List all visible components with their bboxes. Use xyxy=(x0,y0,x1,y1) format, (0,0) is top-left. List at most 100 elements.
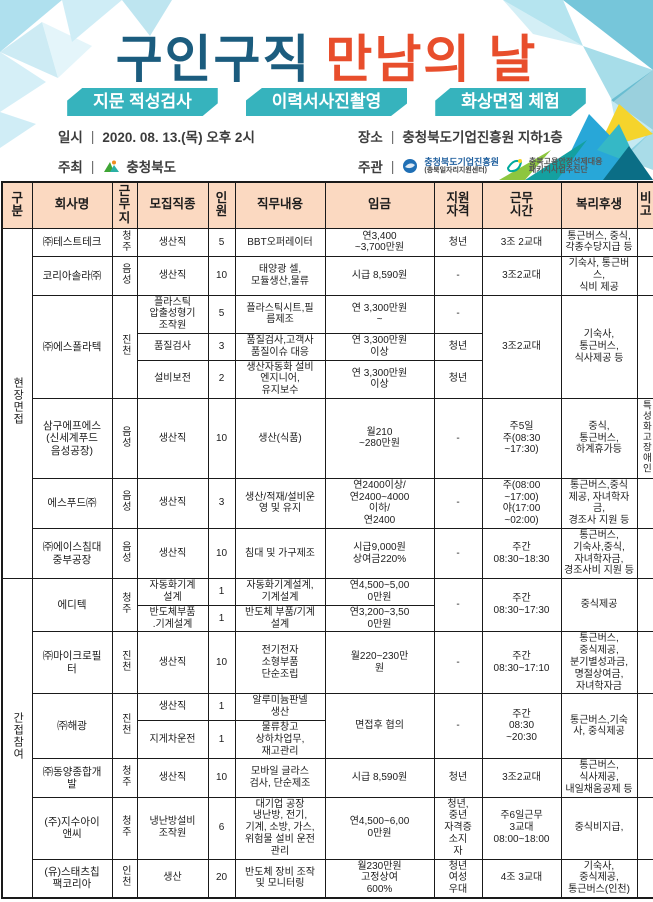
table-cell: 10 xyxy=(207,527,236,580)
table-cell: 청년 xyxy=(433,359,483,400)
table-cell: 시급9,000원 상여금220% xyxy=(324,527,435,580)
table-cell: - xyxy=(433,631,483,695)
table-cell: 1 xyxy=(207,719,236,760)
table-cell: 주간 08:30~17:10 xyxy=(481,631,562,695)
enterprise-agency-logo-icon xyxy=(403,159,418,173)
organizer2-line2: 패키지사업추진단 xyxy=(528,165,588,174)
date-label: 일시 xyxy=(58,130,83,145)
table-cell xyxy=(636,477,653,529)
table-cell: 생산직 xyxy=(136,693,209,721)
place-value: 충청북도기업진흥원 지하1층 xyxy=(402,130,563,145)
table-cell: (유)스태츠칩 팩코리아 xyxy=(31,858,113,899)
table-cell: 청년 여성 우대 xyxy=(433,858,483,899)
table-row: ㈜마이크로필 터 진천 생산직 10 전기전자 소형부품 단순조립 월220~230만 원… xyxy=(2,631,653,695)
table-cell: 통근버스, 중식제공, 분기별성과금, 명절상여금, 자녀학자금 xyxy=(560,631,638,695)
table-cell xyxy=(636,693,653,760)
table-cell: 월210 ~280만원 xyxy=(324,398,435,479)
table-cell: 연3,200~3,50 0만원 xyxy=(324,604,435,633)
table-cell: 5 xyxy=(207,294,236,335)
separator: | xyxy=(390,158,395,174)
table-cell: 진천 xyxy=(111,631,138,695)
table-cell: - xyxy=(433,256,483,296)
table-cell: 주5일 주(08:30 ~17:30) xyxy=(481,398,562,479)
table-cell: 반도체부품 .기계설계 xyxy=(136,604,209,633)
table-cell: 자동화기계 설계 xyxy=(136,578,209,606)
table-cell: ㈜해광 xyxy=(31,693,113,760)
table-cell: 기숙사, 통근버스, 식사제공 등 xyxy=(560,294,638,400)
place-label: 장소 xyxy=(358,130,383,145)
table-cell xyxy=(636,796,653,860)
table-cell: 특성화고장애인 xyxy=(636,398,653,479)
table-cell: 생산직 xyxy=(136,398,209,479)
table-cell: 주6일근무 3교대 08:00~18:00 xyxy=(481,796,562,860)
table-header-row: 구 분 회사명 근 무 지 모집직종 인 원 직무내용 임금 지원 자격 근무 시간 복리후생 비 … xyxy=(1,181,653,229)
table-row: 삼구에프에스 (신세계푸드 음성공장) 음성 생산직 10 생산(식품) 월210 ~28… xyxy=(2,398,653,479)
table-cell: 통근버스, 식사제공, 내일채움공제 등 xyxy=(560,758,638,798)
table-cell: 품질검사,고객사 품질이슈 대응 xyxy=(234,333,326,361)
column-header-1: 회사명 xyxy=(31,181,113,229)
table-cell: 음성 xyxy=(111,398,138,479)
organizer1-sub: (충북일자리지원센터) xyxy=(424,167,487,175)
event-info: 일시 | 2020. 08. 13.(목) 오후 2시 장소 | 충청북도기업진흥원… xyxy=(58,126,618,176)
event-date: 일시 | 2020. 08. 13.(목) 오후 2시 xyxy=(58,126,358,146)
table-cell: 청년 xyxy=(433,758,483,798)
title-part-orange: 만남의 날 xyxy=(325,31,538,88)
table-cell: ㈜에스폴라텍 xyxy=(31,294,113,400)
column-header-4: 인 원 xyxy=(207,181,236,229)
table-cell: 주간 08:30~18:30 xyxy=(481,527,562,580)
table-cell: 기숙사, 통근버스, 식비 제공 xyxy=(560,256,638,296)
event-host: 주최 | 충청북도 xyxy=(58,156,358,176)
table-cell: 10 xyxy=(207,256,236,296)
table-cell: 청주 xyxy=(111,758,138,798)
table-cell: 코리아솔라㈜ xyxy=(31,256,113,296)
column-header-9: 복리후생 xyxy=(560,181,638,229)
organizer2-text: 충북고용안정선제대응 패키지사업추진단 xyxy=(528,157,603,175)
table-row: ㈜동양종합개 발 청주 생산직 10 모바일 글라스 검사, 단순제조 시급 8,590원… xyxy=(2,758,653,798)
table-cell: 생산(식품) xyxy=(234,398,326,479)
table-cell: - xyxy=(433,477,483,529)
table-cell xyxy=(636,527,653,580)
table-cell: ㈜테스트테크 xyxy=(31,227,113,258)
date-value: 2020. 08. 13.(목) 오후 2시 xyxy=(102,130,255,145)
table-row: 현장면접 ㈜테스트테크 청주 생산직 5 BBT오퍼레이터 연3,400 ~3,700만원 청… xyxy=(1,227,653,580)
table-cell: 생산 xyxy=(136,858,209,899)
table-cell: 5 xyxy=(207,227,236,258)
table-cell: 지게차운전 xyxy=(136,719,209,760)
group-cell: 간접참여 xyxy=(1,578,33,899)
vertical-text: 음성 xyxy=(119,263,131,286)
table-cell: 침대 및 가구제조 xyxy=(234,527,326,580)
table-cell xyxy=(636,631,653,695)
table-cell: 알루미늄판넬 생산 xyxy=(234,693,326,721)
table-cell: 대기업 공장 냉난방, 전기, 기계, 소방, 가스, 위험물 설비 운전 관리 xyxy=(234,796,326,860)
table-cell: 6 xyxy=(207,796,236,860)
column-header-3: 모집직종 xyxy=(136,181,209,229)
table-cell: 플라스틱시트,필 름제조 xyxy=(234,294,326,335)
table-cell: 청주 xyxy=(111,796,138,860)
table-cell: 생산직 xyxy=(136,758,209,798)
table-cell: 에스푸드㈜ xyxy=(31,477,113,529)
separator: | xyxy=(90,128,95,144)
table-cell: 자동화기계설계, 기계설계 xyxy=(234,578,326,606)
table-cell xyxy=(636,578,653,633)
table-cell: ㈜동양종합개 발 xyxy=(31,758,113,798)
table-cell: 주간 08:30 ~20:30 xyxy=(481,693,562,760)
table-cell: 1 xyxy=(207,604,236,633)
pill-resume-photo: 이력서사진촬영 xyxy=(245,88,408,116)
table-cell: 4조 3교대 xyxy=(481,858,562,899)
table-cell: 설비보전 xyxy=(136,359,209,400)
organizer1-text: 충청북도기업진흥원 (충북일자리지원센터) xyxy=(424,157,499,175)
table-cell: 연 3,300만원 이상 xyxy=(324,333,435,361)
table-cell: 반도체 장비 조작 및 모니터링 xyxy=(234,858,326,899)
column-header-0: 구 분 xyxy=(1,181,33,229)
table-cell: 모바일 글라스 검사, 단순제조 xyxy=(234,758,326,798)
table-cell: 연4,500~5,00 0만원 xyxy=(324,578,435,606)
event-feature-pills: 지문 적성검사 이력서사진촬영 화상면접 체험 xyxy=(0,88,653,116)
table-cell: 통근버스, 중식, 각종수당지급 등 xyxy=(560,227,638,258)
table-cell xyxy=(636,294,653,400)
vertical-text: 청주 xyxy=(119,229,131,252)
table-row: ㈜에이스침대 중부공장 음성 생산직 10 침대 및 가구제조 시급9,000원 상여금2… xyxy=(2,527,653,580)
table-cell: 기숙사, 중식제공, 통근버스(인천) xyxy=(560,858,638,899)
table-row: 반도체부품 .기계설계 1 반도체 부품/기계 설계 연3,200~3,50 0만원 xyxy=(2,604,653,633)
separator: | xyxy=(90,158,95,174)
table-cell: 통근버스,중식 제공, 자녀학자금, 경조사 지원 등 xyxy=(560,477,638,529)
